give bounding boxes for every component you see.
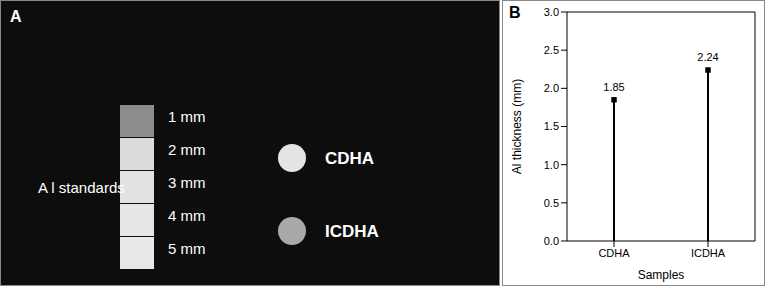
svg-text:ICDHA: ICDHA [325, 222, 379, 241]
svg-text:2 mm: 2 mm [168, 141, 206, 158]
svg-text:A: A [10, 8, 22, 25]
svg-text:0.5: 0.5 [544, 197, 559, 209]
svg-text:4 mm: 4 mm [168, 207, 206, 224]
svg-text:1.0: 1.0 [544, 159, 559, 171]
svg-text:5 mm: 5 mm [168, 240, 206, 257]
svg-text:1 mm: 1 mm [168, 108, 206, 125]
svg-text:1.85: 1.85 [603, 81, 624, 93]
svg-text:1.5: 1.5 [544, 120, 559, 132]
svg-text:3.0: 3.0 [544, 6, 559, 18]
svg-text:CDHA: CDHA [325, 149, 374, 168]
svg-text:2.0: 2.0 [544, 82, 559, 94]
svg-text:0.0: 0.0 [544, 235, 559, 247]
svg-text:A l standards: A l standards [38, 179, 125, 196]
svg-text:CDHA: CDHA [598, 247, 630, 259]
svg-text:2.24: 2.24 [697, 51, 718, 63]
svg-text:2.5: 2.5 [544, 44, 559, 56]
svg-text:ICDHA: ICDHA [691, 247, 726, 259]
html-text:B: B [509, 4, 521, 21]
svg-text:Al thickness (mm): Al thickness (mm) [510, 79, 524, 174]
svg-text:3 mm: 3 mm [168, 174, 206, 191]
svg-text:Samples: Samples [638, 268, 685, 282]
